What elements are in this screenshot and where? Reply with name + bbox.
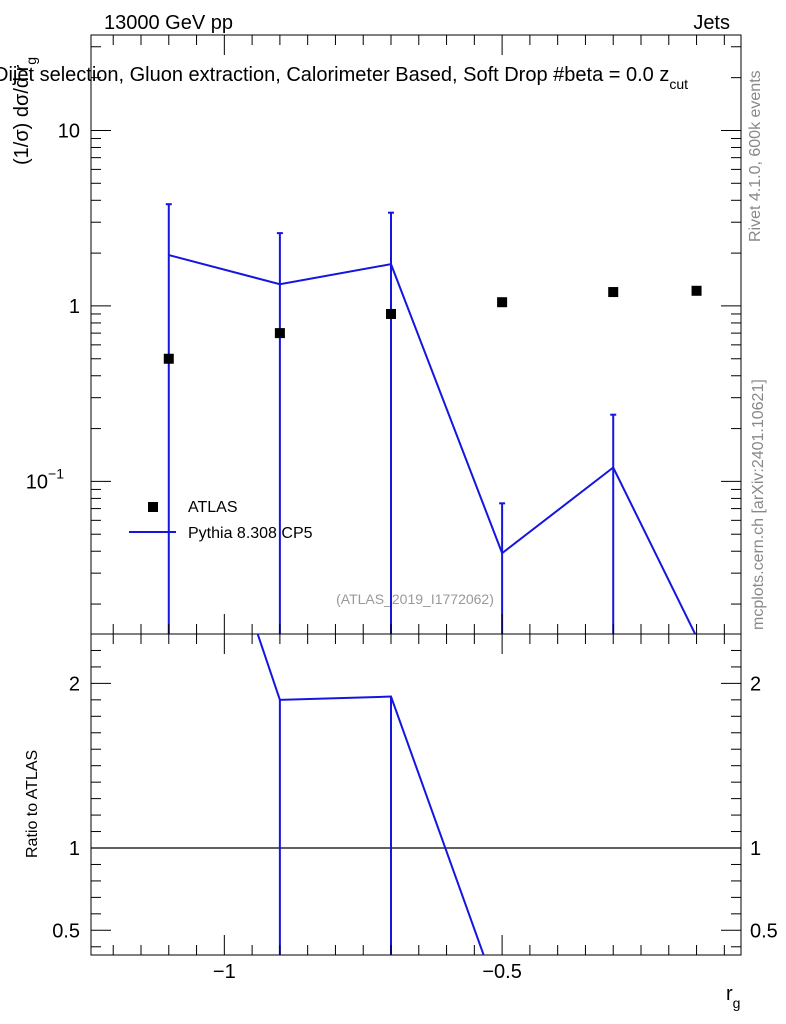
rivet-label: Rivet 4.1.0, 600k events: [747, 70, 764, 242]
atlas-point: [274, 328, 285, 339]
watermark: (ATLAS_2019_I1772062): [336, 591, 494, 607]
main-y-axis-label: (1/σ) dσ/d rg: [11, 57, 39, 165]
main-y-axis-label-sub: g: [23, 57, 39, 65]
ratio-panel: 0.5 0.5 1 1 2 2 Ratio to ATLAS: [24, 633, 778, 956]
selection-title: Dijet selection, Gluon extraction, Calor…: [0, 64, 688, 92]
ratio-y-tick-label: 2: [69, 673, 80, 695]
ratio-line: [256, 634, 485, 955]
selection-title-main: Dijet selection, Gluon extraction, Calor…: [0, 64, 669, 86]
ratio-y-tick-label-right: 1: [750, 838, 761, 860]
x-tick-label: −1: [213, 961, 236, 983]
main-series: [163, 203, 702, 634]
x-axis-ticks: [112, 35, 725, 955]
x-axis-label: rg: [726, 983, 740, 1011]
ratio-y-tick-label-right: 0.5: [750, 920, 778, 942]
main-panel: 10−1 1 10 (1/σ) dσ/d rg: [11, 34, 742, 635]
ratio-series-clipped: [256, 634, 485, 955]
atlas-point: [163, 353, 174, 364]
ratio-y-ticks: [91, 649, 741, 948]
atlas-point: [691, 285, 702, 296]
legend-pythia-label: Pythia 8.308 CP5: [188, 525, 313, 542]
x-axis-tick-labels: −1 −0.5: [213, 961, 522, 983]
x-tick-label: −0.5: [482, 961, 521, 983]
atlas-point: [608, 287, 619, 298]
ratio-frame: [90, 633, 742, 956]
energy-label: 13000 GeV pp: [104, 12, 233, 34]
main-y-tick-labels: 10−1 1 10: [26, 120, 80, 493]
ratio-y-tick-label: 1: [69, 838, 80, 860]
ratio-y-tick-labels: 0.5 0.5 1 1 2 2: [52, 673, 778, 942]
legend: ATLAS Pythia 8.308 CP5: [129, 499, 313, 542]
main-y-tick-label: 10: [58, 120, 80, 142]
ratio-series: [256, 634, 485, 955]
x-axis-label-text: r: [726, 983, 733, 1005]
ratio-y-axis-label: Ratio to ATLAS: [24, 750, 41, 858]
main-y-axis-label-text: (1/σ) dσ/d r: [11, 64, 33, 165]
legend-atlas-label: ATLAS: [188, 499, 238, 516]
x-axis-label-sub: g: [733, 995, 741, 1011]
selection-title-sub: cut: [669, 76, 688, 92]
main-frame: [90, 34, 742, 635]
ratio-y-tick-label-right: 2: [750, 673, 761, 695]
legend-atlas-marker: [148, 502, 158, 512]
atlas-point: [497, 297, 508, 308]
category-label: Jets: [693, 12, 730, 34]
pythia-line: [168, 254, 697, 634]
main-y-tick-label: 10−1: [26, 465, 64, 493]
main-series-clipped: [163, 203, 702, 634]
main-y-tick-label: 1: [69, 296, 80, 318]
source-label: mcplots.cern.ch [arXiv:2401.10621]: [750, 379, 767, 630]
ratio-y-tick-label: 0.5: [52, 920, 80, 942]
main-y-ticks: [91, 46, 741, 605]
atlas-point: [386, 308, 396, 319]
main-y-tick-label-exponent: −1: [48, 465, 64, 481]
